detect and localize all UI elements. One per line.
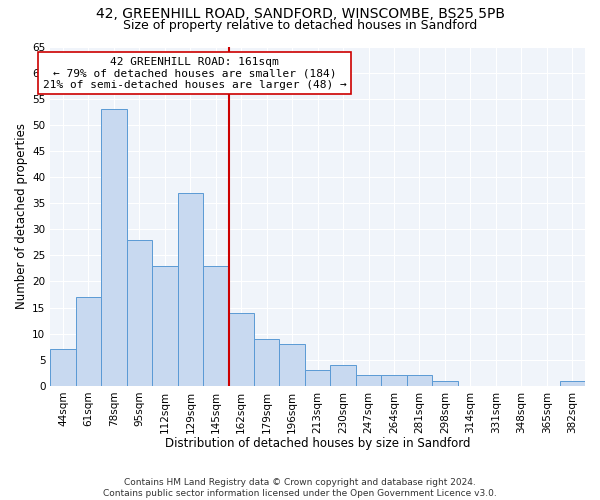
Bar xyxy=(407,376,432,386)
Bar xyxy=(101,109,127,386)
Bar xyxy=(127,240,152,386)
Bar xyxy=(254,339,280,386)
Text: Contains HM Land Registry data © Crown copyright and database right 2024.
Contai: Contains HM Land Registry data © Crown c… xyxy=(103,478,497,498)
Bar xyxy=(280,344,305,386)
Text: Size of property relative to detached houses in Sandford: Size of property relative to detached ho… xyxy=(123,19,477,32)
Bar xyxy=(152,266,178,386)
Bar xyxy=(229,313,254,386)
Bar xyxy=(560,380,585,386)
Bar xyxy=(76,297,101,386)
Bar xyxy=(203,266,229,386)
Bar xyxy=(178,192,203,386)
Text: 42, GREENHILL ROAD, SANDFORD, WINSCOMBE, BS25 5PB: 42, GREENHILL ROAD, SANDFORD, WINSCOMBE,… xyxy=(95,8,505,22)
Y-axis label: Number of detached properties: Number of detached properties xyxy=(15,123,28,309)
Bar xyxy=(381,376,407,386)
Bar xyxy=(331,365,356,386)
Bar xyxy=(305,370,331,386)
Text: 42 GREENHILL ROAD: 161sqm
← 79% of detached houses are smaller (184)
21% of semi: 42 GREENHILL ROAD: 161sqm ← 79% of detac… xyxy=(43,56,347,90)
Bar xyxy=(432,380,458,386)
Bar xyxy=(50,350,76,386)
X-axis label: Distribution of detached houses by size in Sandford: Distribution of detached houses by size … xyxy=(165,437,470,450)
Bar xyxy=(356,376,381,386)
